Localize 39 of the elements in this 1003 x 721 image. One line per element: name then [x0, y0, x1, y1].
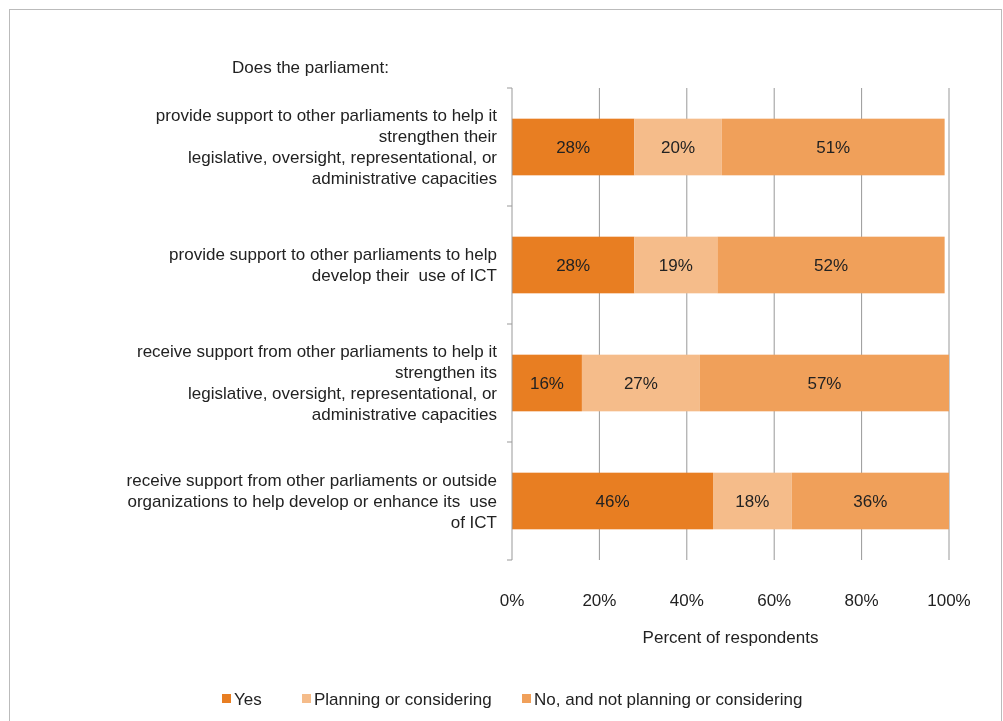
bar — [713, 472, 792, 530]
x-tick-label: 100% — [927, 590, 971, 610]
bar — [721, 118, 945, 176]
data-label: 52% — [813, 255, 849, 275]
bar — [512, 354, 582, 412]
data-label: 28% — [556, 255, 591, 275]
x-tick-label: 80% — [844, 590, 879, 610]
y-tick-label: receive support from other parliaments to help it strengthen its legislative, oversight, representational, or administrative capacities — [136, 342, 498, 425]
y-tick-label: provide support to other parliaments to help it strengthen their legislative, oversight, representational, or administrative capacities — [155, 106, 498, 189]
x-tick-label: 0% — [499, 590, 525, 610]
bar — [581, 354, 700, 412]
data-label: 16% — [529, 373, 564, 393]
bar — [512, 118, 635, 176]
data-label: 19% — [658, 255, 693, 275]
data-label: 51% — [816, 137, 851, 157]
data-label: 28% — [556, 137, 591, 157]
data-label: 18% — [735, 491, 770, 511]
bar — [791, 472, 949, 530]
bar — [717, 236, 945, 294]
data-label: 27% — [623, 373, 658, 393]
legend-label: Planning or considering — [314, 689, 492, 709]
x-tick-label: 60% — [757, 590, 792, 610]
y-tick-label: provide support to other parliaments to help develop their use of ICT — [169, 245, 497, 286]
data-label: 57% — [807, 373, 842, 393]
bar — [512, 472, 714, 530]
bar — [512, 236, 635, 294]
legend-label: No, and not planning or considering — [534, 689, 803, 709]
bar — [699, 354, 949, 412]
y-tick-label: receive support from other parliaments or outside organizations to help develop or enhance its use of ICT — [126, 470, 497, 532]
bar — [634, 236, 718, 294]
text: Does the parliament: — [232, 58, 389, 77]
bar — [634, 118, 722, 176]
x-tick-label: 40% — [669, 590, 704, 610]
data-label: 20% — [661, 137, 696, 157]
x-axis-title: Percent of respondents — [642, 627, 819, 647]
x-tick-label: 20% — [582, 590, 617, 610]
data-label: 46% — [595, 491, 630, 511]
data-label: 36% — [853, 491, 888, 511]
legend-label: Yes — [234, 689, 262, 709]
